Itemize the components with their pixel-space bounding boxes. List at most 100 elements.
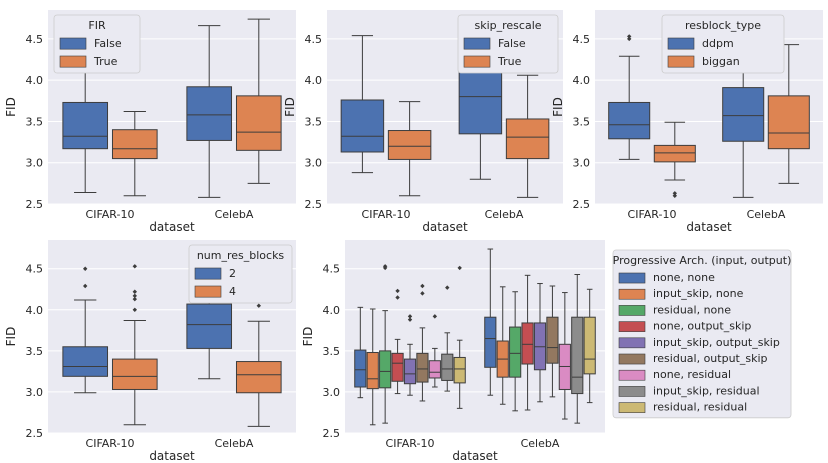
legend-label: biggan [702, 55, 740, 68]
box-iqr [521, 322, 534, 365]
chart-panel-3: 2.5 3.0 3.5 4.0 4.5 FID CIFAR-10 CelebA dataset r… [551, 10, 823, 234]
box-iqr [111, 358, 158, 390]
y-tick-label: 4.5 [26, 33, 44, 46]
legend-label: residual, none [653, 303, 731, 316]
box-none-output-skip-1 [521, 274, 534, 411]
flier-point [132, 264, 137, 269]
flier-point [407, 314, 413, 319]
y-tick-label: 3.0 [323, 386, 341, 399]
legend-swatch [463, 37, 491, 50]
legend-swatch [194, 285, 222, 298]
y-tick-label: 4.5 [26, 263, 44, 276]
legend-title: FIR [88, 19, 106, 32]
y-axis-label: FID [283, 97, 297, 117]
y-tick-label: 3.5 [26, 345, 44, 358]
box-residual-none-0 [379, 264, 392, 424]
box-iqr [62, 346, 109, 377]
legend-title: Progressive Arch. (input, output) [613, 254, 792, 267]
y-tick-label: 4.0 [26, 304, 44, 317]
box-residual-output-skip-0 [416, 283, 429, 402]
box-input-skip-none-1 [496, 286, 509, 405]
flier-point [420, 291, 425, 296]
y-tick-label: 2.5 [26, 427, 44, 440]
legend-label: ddpm [702, 37, 734, 50]
y-tick-label: 4.0 [573, 74, 591, 87]
box-none-none-0 [354, 306, 367, 399]
box-iqr [366, 352, 379, 390]
box-residual-none-1 [509, 291, 522, 412]
box-input-skip-output-skip-0 [403, 314, 417, 396]
y-tick-label: 2.5 [26, 198, 44, 211]
x-tick-label: CelebA [215, 208, 254, 221]
legend-swatch [618, 386, 646, 397]
flier-point [83, 283, 88, 289]
box-iqr [340, 99, 385, 153]
legend-swatch [618, 321, 646, 332]
y-axis-label: FID [551, 97, 565, 117]
y-tick-label: 3.5 [323, 345, 341, 358]
legend-swatch [618, 353, 646, 365]
flier-point [672, 193, 677, 198]
box-4-0 [111, 264, 158, 426]
flier-point [132, 293, 137, 299]
y-tick-label: 3.0 [305, 157, 323, 170]
y-tick-label: 3.5 [573, 115, 591, 128]
box-true-0 [111, 63, 158, 197]
y-axis-label: FID [301, 327, 315, 347]
chart-panel-2: 2.5 3.0 3.5 4.0 4.5 FID CIFAR-10 CelebA dataset s… [283, 10, 563, 234]
flier-point [132, 307, 137, 313]
legend-label: residual, output_skip [653, 352, 768, 365]
y-tick-label: 2.5 [573, 198, 591, 211]
box-iqr [62, 101, 109, 150]
box-2-0 [62, 266, 109, 394]
legend: Progressive Arch. (input, output) none, n… [612, 249, 792, 419]
x-tick-label: CIFAR-10 [628, 208, 677, 221]
box-iqr [453, 356, 466, 384]
y-tick-label: 4.5 [323, 263, 341, 276]
legend-label: input_skip, output_skip [653, 336, 780, 349]
legend-label: residual, residual [653, 401, 747, 414]
box-iqr [428, 360, 441, 379]
box-input-skip-output-skip-1 [533, 283, 547, 403]
box-iqr [391, 352, 404, 382]
flier-point [382, 264, 388, 269]
box-iqr [484, 316, 497, 368]
flier-point [83, 266, 88, 271]
legend-swatch [618, 305, 646, 316]
legend-swatch [618, 369, 646, 381]
legend-label: none, output_skip [653, 320, 751, 333]
box-2-1 [186, 254, 233, 380]
box-iqr [505, 118, 550, 160]
y-tick-label: 4.0 [323, 304, 341, 317]
x-tick-label: CelebA [485, 208, 524, 221]
box-iqr [379, 350, 392, 389]
box-4-1 [235, 303, 282, 427]
x-axis-label: dataset [149, 220, 195, 234]
flier-point [627, 36, 632, 42]
box-biggan-1 [767, 44, 810, 184]
y-axis-label: FID [4, 97, 18, 117]
box-true-0 [387, 101, 432, 197]
y-tick-label: 2.5 [323, 427, 341, 440]
legend: skip_rescale False True [457, 14, 559, 74]
y-tick-label: 4.0 [305, 74, 323, 87]
legend-label: 2 [229, 267, 236, 280]
flier-point [395, 288, 400, 294]
box-residual-output-skip-1 [546, 285, 559, 398]
flier-point [627, 34, 632, 39]
box-none-output-skip-0 [391, 288, 404, 395]
flier-point [432, 314, 438, 319]
x-axis-label: dataset [422, 220, 468, 234]
legend-label: input_skip, none [653, 287, 744, 300]
flier-point [457, 265, 462, 271]
box-false-0 [340, 35, 385, 174]
legend-label: False [498, 37, 526, 50]
box-iqr [111, 129, 158, 160]
x-tick-label: CIFAR-10 [86, 437, 135, 450]
legend-label: False [94, 37, 122, 50]
x-axis-label: dataset [452, 449, 498, 463]
x-tick-label: CelebA [747, 208, 786, 221]
box-iqr [509, 326, 522, 378]
